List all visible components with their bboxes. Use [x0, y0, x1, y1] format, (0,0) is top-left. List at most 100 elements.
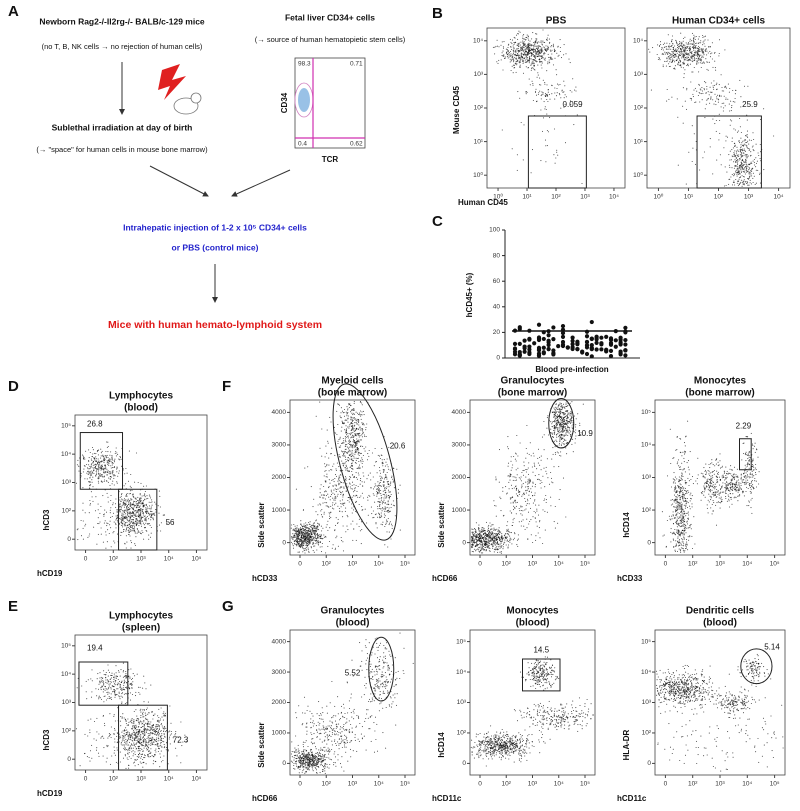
event-dot	[503, 54, 505, 56]
event-dot	[506, 56, 508, 58]
event-dot	[133, 710, 135, 713]
event-dot	[122, 503, 124, 505]
event-dot	[122, 520, 124, 522]
event-dot	[308, 540, 310, 542]
event-dot	[554, 87, 556, 89]
event-dot	[113, 474, 115, 476]
event-dot	[145, 504, 147, 506]
event-dot	[159, 718, 162, 720]
event-dot	[513, 60, 515, 62]
event-dot	[711, 42, 713, 44]
event-dot	[702, 48, 704, 50]
event-dot	[523, 43, 525, 45]
event-dot	[135, 498, 137, 500]
event-dot	[723, 147, 725, 149]
event-dot	[129, 735, 132, 737]
event-dot	[743, 179, 745, 181]
event-dot	[515, 55, 517, 57]
event-dot	[170, 722, 172, 724]
event-dot	[146, 511, 148, 513]
event-dot	[129, 734, 131, 736]
event-dot	[328, 540, 331, 543]
event-dot	[517, 341, 522, 346]
event-dot	[131, 530, 133, 532]
event-dot	[160, 530, 162, 532]
event-dot	[671, 45, 673, 47]
event-dot	[681, 42, 683, 45]
event-dot	[129, 514, 131, 516]
x-axis-label: hCD19	[37, 789, 63, 798]
event-dot	[137, 531, 139, 533]
event-dot	[522, 338, 527, 343]
event-dot	[134, 521, 137, 523]
event-dot	[535, 88, 537, 90]
event-dot	[686, 87, 688, 89]
event-dot	[163, 711, 165, 713]
event-dot	[106, 525, 108, 527]
event-dot	[308, 538, 310, 540]
event-dot	[142, 750, 144, 752]
event-dot	[747, 171, 749, 173]
event-dot	[720, 164, 722, 166]
event-dot	[692, 147, 694, 149]
event-dot	[137, 720, 139, 722]
event-dot	[112, 502, 114, 504]
event-dot	[532, 341, 537, 346]
event-dot	[136, 506, 138, 508]
event-dot	[536, 76, 538, 78]
event-dot	[128, 732, 130, 734]
event-dot	[337, 440, 339, 442]
event-dot	[742, 149, 744, 152]
event-dot	[543, 41, 545, 43]
event-dot	[121, 731, 123, 733]
event-dot	[152, 726, 154, 729]
event-dot	[110, 527, 112, 529]
event-dot	[132, 511, 134, 513]
event-dot	[107, 693, 109, 695]
event-dot	[302, 527, 305, 530]
event-dot	[312, 523, 314, 525]
event-dot	[527, 60, 529, 62]
event-dot	[123, 521, 125, 523]
event-dot	[129, 535, 131, 537]
event-dot	[735, 152, 738, 154]
event-dot	[692, 96, 694, 98]
event-dot	[670, 61, 672, 64]
event-dot	[530, 48, 533, 50]
event-dot	[522, 35, 524, 37]
event-dot	[739, 79, 741, 81]
event-dot	[673, 59, 675, 61]
event-dot	[746, 114, 748, 116]
event-dot	[535, 53, 538, 55]
event-dot	[98, 698, 100, 700]
event-dot	[563, 44, 565, 46]
event-dot	[115, 451, 117, 453]
event-dot	[129, 683, 131, 686]
event-dot	[694, 38, 696, 40]
event-dot	[502, 46, 504, 48]
event-dot	[91, 691, 93, 693]
event-dot	[95, 453, 97, 455]
event-dot	[141, 733, 144, 735]
event-dot	[87, 679, 89, 681]
event-dot	[139, 494, 141, 496]
event-dot	[334, 454, 336, 456]
event-dot	[527, 53, 529, 55]
event-dot	[320, 514, 323, 516]
event-dot	[352, 539, 354, 541]
event-dot	[141, 741, 143, 743]
event-dot	[692, 61, 694, 63]
event-dot	[714, 100, 717, 102]
event-dot	[105, 676, 107, 678]
event-dot	[667, 60, 669, 62]
event-dot	[689, 50, 691, 52]
event-dot	[305, 526, 308, 528]
event-dot	[328, 470, 330, 472]
event-dot	[120, 493, 123, 495]
event-dot	[142, 506, 144, 508]
event-dot	[703, 54, 705, 56]
event-dot	[137, 521, 139, 523]
event-dot	[696, 47, 698, 49]
event-dot	[303, 528, 305, 530]
event-dot	[296, 527, 298, 529]
